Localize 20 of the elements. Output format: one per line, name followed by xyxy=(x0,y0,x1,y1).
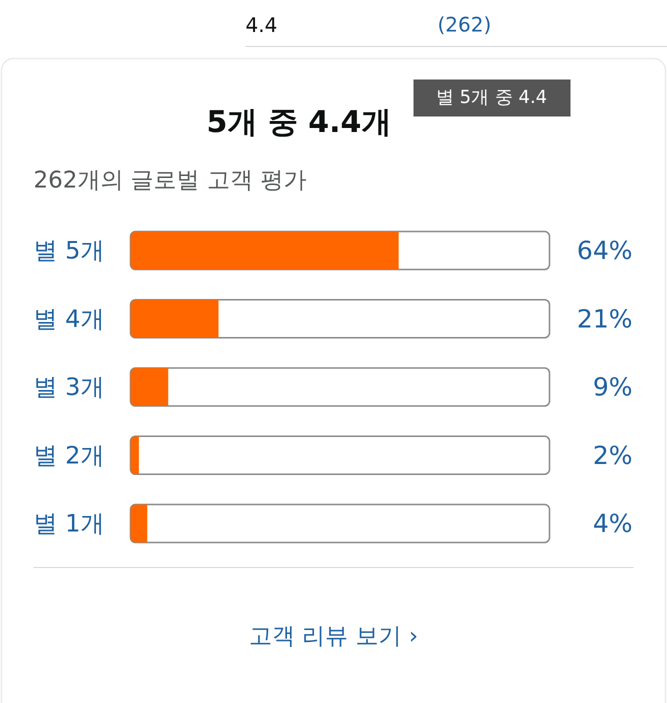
data-label: 64% xyxy=(576,236,633,265)
y-tick-label: 별 3개 xyxy=(34,373,104,401)
y-tick-label: 별 5개 xyxy=(34,236,104,264)
text: (262) xyxy=(438,12,492,36)
text: 별 5개 중 4.4 xyxy=(436,87,548,108)
text: 고객 리뷰 보기 › xyxy=(248,624,418,650)
bar xyxy=(130,300,218,338)
chart-subtitle: 262개의 글로벌 고객 평가 xyxy=(34,168,306,194)
chart-title: 5개 중 4.4개 xyxy=(206,105,392,140)
bar xyxy=(130,368,168,406)
data-label: 21% xyxy=(576,304,633,334)
y-tick-label: 별 4개 xyxy=(34,304,104,333)
data-label: 2% xyxy=(592,440,633,470)
data-label: 4% xyxy=(592,509,633,538)
y-tick-label: 별 2개 xyxy=(34,441,104,470)
y-tick-label: 별 1개 xyxy=(34,510,104,538)
data-label: 9% xyxy=(592,372,633,402)
bar xyxy=(130,436,139,474)
bar xyxy=(130,504,148,542)
text: 4.4 xyxy=(246,13,278,37)
